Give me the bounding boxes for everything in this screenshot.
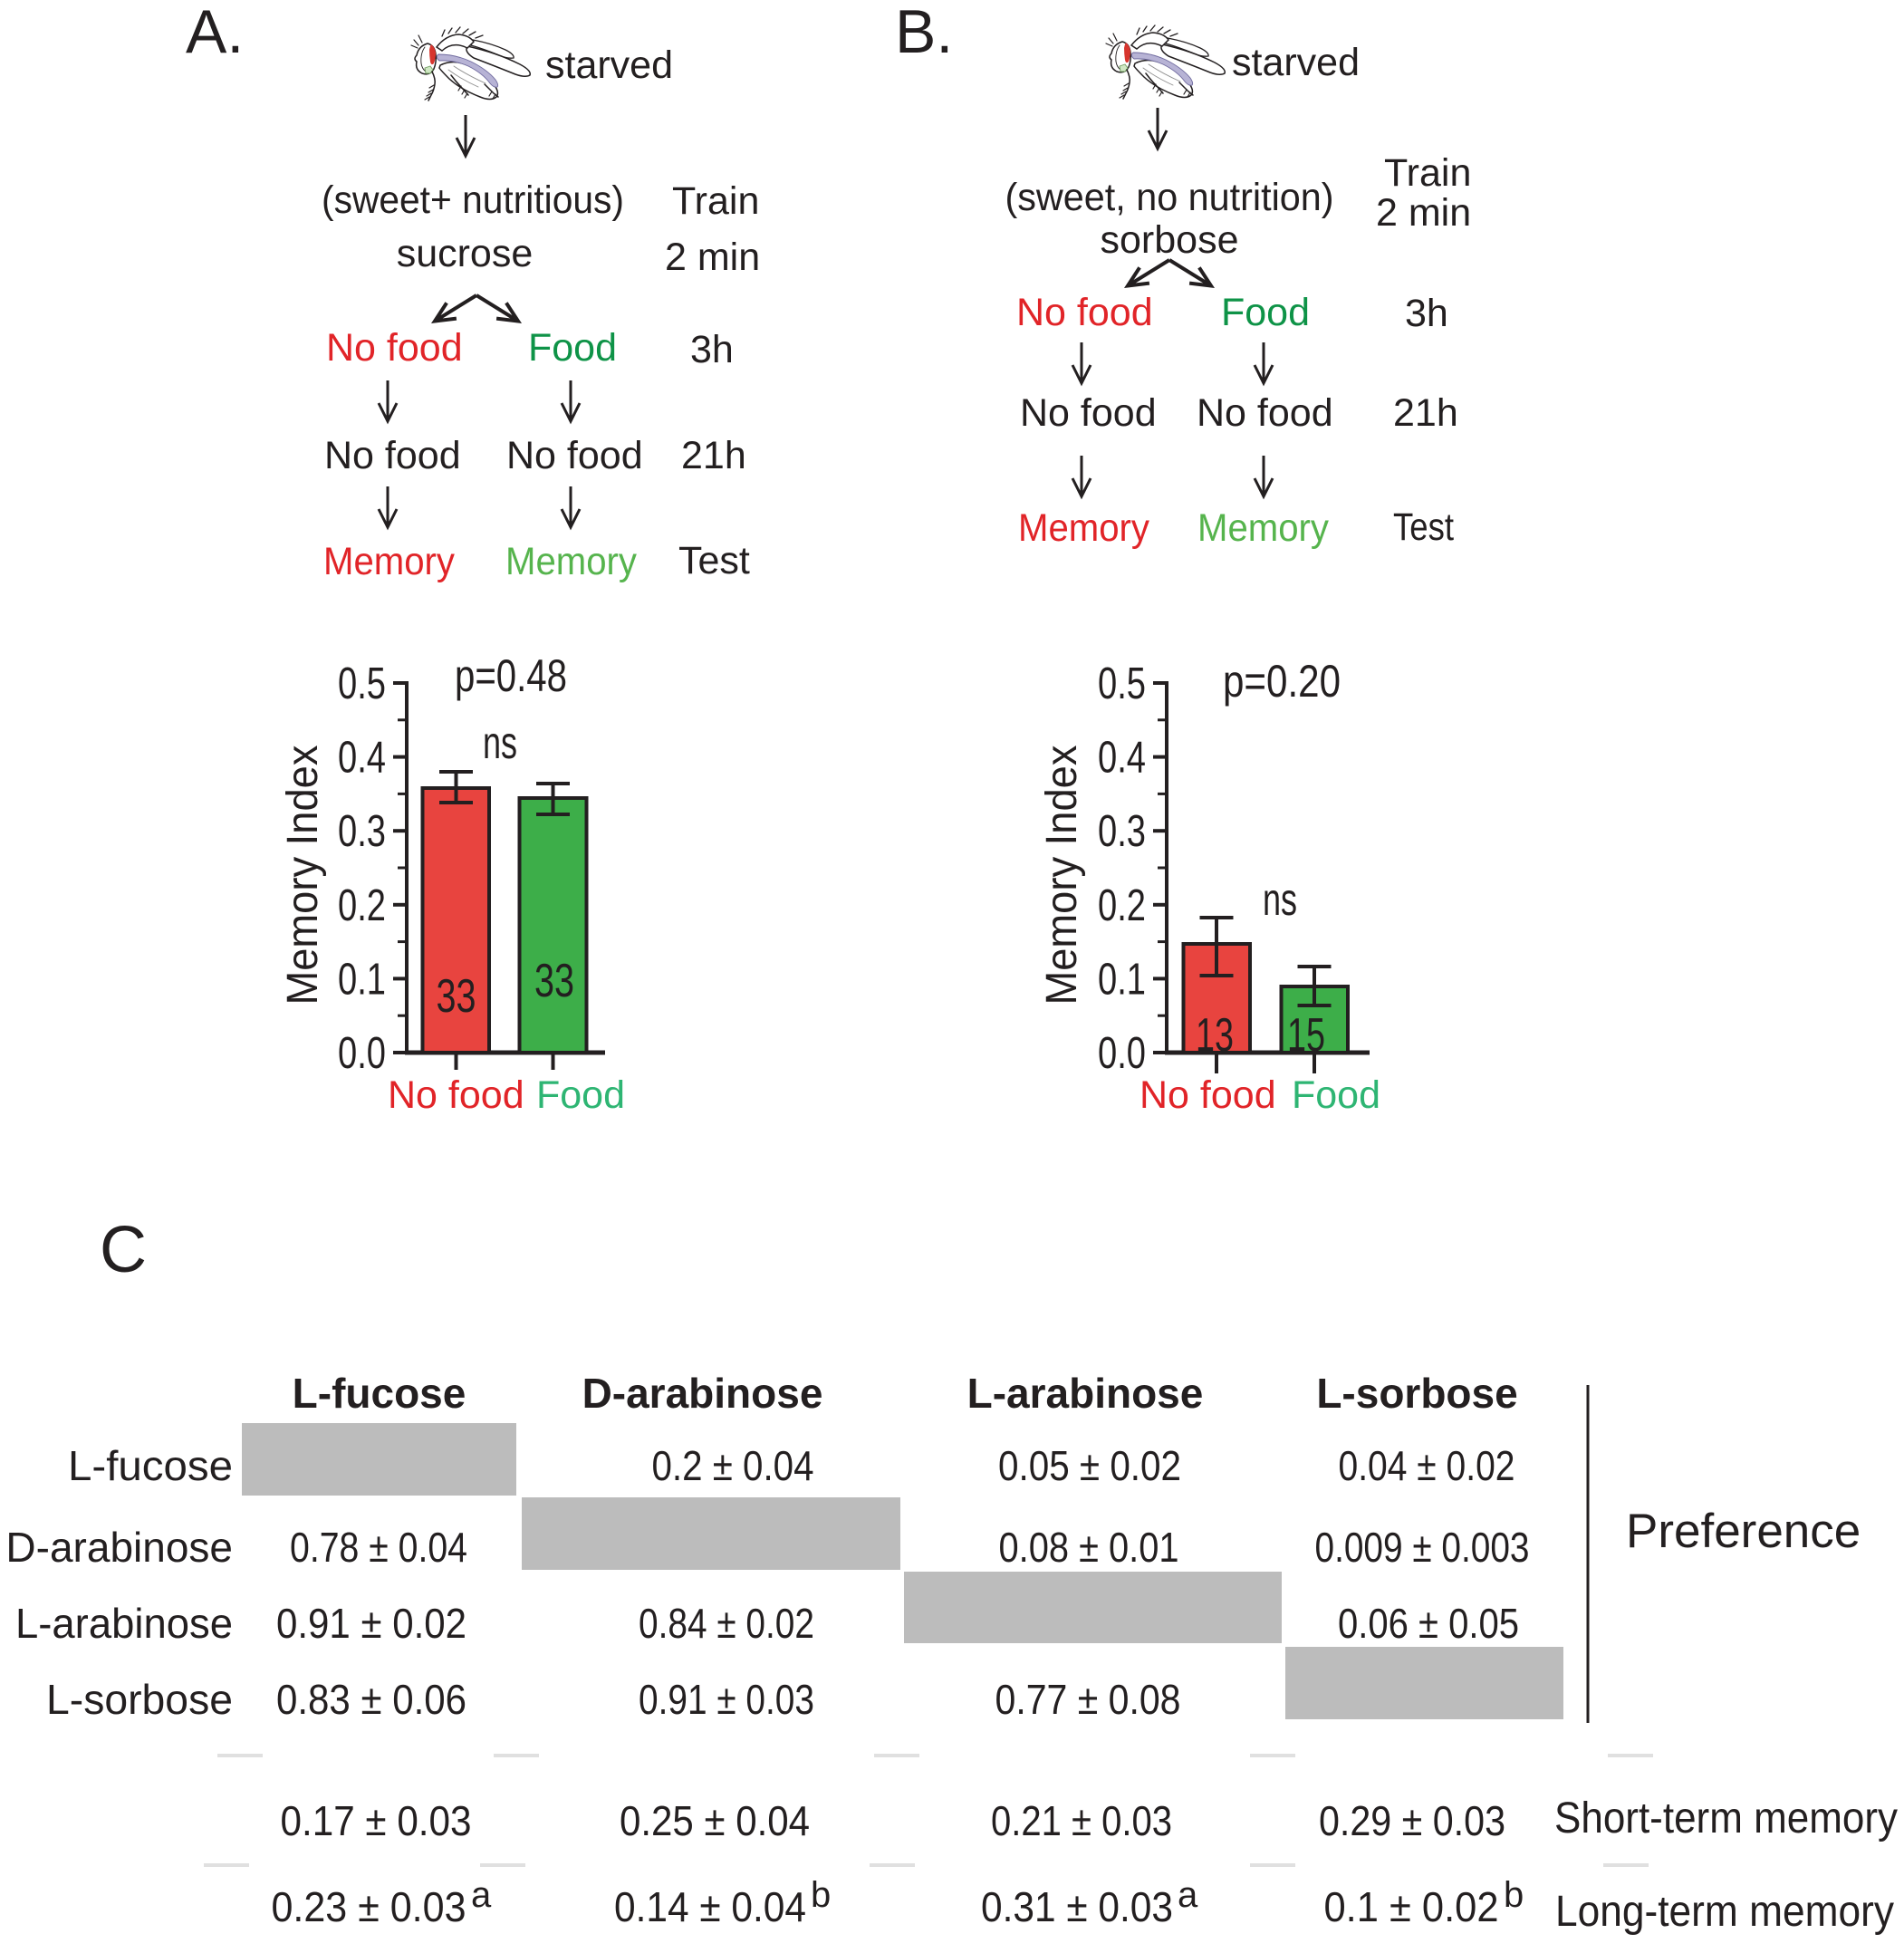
svg-text:ns: ns	[1263, 874, 1297, 925]
svg-text:Train: Train	[1384, 151, 1471, 195]
svg-text:Short-term memory: Short-term memory	[1554, 1794, 1898, 1842]
svg-text:0.0: 0.0	[1098, 1029, 1146, 1078]
svg-text:0.91 ± 0.02: 0.91 ± 0.02	[276, 1600, 466, 1647]
svg-text:No food: No food	[1197, 391, 1333, 435]
svg-text:33: 33	[437, 970, 476, 1023]
svg-text:a: a	[471, 1875, 492, 1915]
svg-text:0.009 ± 0.003: 0.009 ± 0.003	[1315, 1524, 1530, 1571]
svg-text:2 min: 2 min	[665, 236, 760, 279]
svg-text:No food: No food	[1016, 291, 1153, 334]
svg-text:Memory: Memory	[505, 540, 637, 583]
svg-text:L-fucose: L-fucose	[68, 1442, 233, 1489]
svg-text:A.: A.	[186, 0, 244, 66]
svg-text:No food: No food	[1020, 391, 1157, 435]
svg-text:L-fucose: L-fucose	[293, 1370, 466, 1417]
svg-text:Test: Test	[1393, 505, 1454, 549]
svg-text:Test: Test	[678, 539, 750, 582]
svg-text:No food: No food	[506, 434, 643, 477]
svg-text:Long-term memory: Long-term memory	[1555, 1888, 1894, 1936]
svg-text:21h: 21h	[1393, 391, 1458, 435]
svg-text:0.4: 0.4	[1098, 734, 1146, 783]
svg-text:0.29 ± 0.03: 0.29 ± 0.03	[1319, 1797, 1505, 1844]
svg-text:B.: B.	[895, 0, 953, 66]
svg-text:p=0.20: p=0.20	[1223, 656, 1341, 707]
svg-text:sucrose: sucrose	[397, 232, 534, 275]
svg-text:sorbose: sorbose	[1101, 218, 1239, 262]
svg-text:21h: 21h	[681, 434, 746, 477]
svg-text:0.78 ± 0.04: 0.78 ± 0.04	[290, 1524, 467, 1571]
svg-text:0.1: 0.1	[1098, 955, 1146, 1004]
svg-text:15: 15	[1287, 1009, 1325, 1062]
svg-text:Food: Food	[1221, 291, 1310, 334]
svg-text:Memory Index: Memory Index	[279, 746, 327, 1005]
svg-text:0.2 ± 0.04: 0.2 ± 0.04	[652, 1442, 814, 1489]
svg-text:a: a	[1178, 1875, 1198, 1915]
svg-text:D-arabinose: D-arabinose	[5, 1524, 233, 1571]
svg-text:L-sorbose: L-sorbose	[1316, 1370, 1517, 1417]
svg-text:0.77 ± 0.08: 0.77 ± 0.08	[995, 1676, 1181, 1723]
svg-text:0.08 ± 0.01: 0.08 ± 0.01	[999, 1524, 1179, 1571]
svg-text:0.3: 0.3	[1098, 807, 1146, 856]
svg-text:ns: ns	[483, 717, 517, 768]
svg-text:Memory Index: Memory Index	[1038, 746, 1086, 1005]
svg-text:Food: Food	[536, 1073, 625, 1117]
svg-text:0.83 ± 0.06: 0.83 ± 0.06	[276, 1676, 466, 1723]
svg-text:13: 13	[1196, 1009, 1234, 1062]
svg-text:Preference: Preference	[1626, 1505, 1861, 1558]
svg-text:0.17 ± 0.03: 0.17 ± 0.03	[281, 1797, 472, 1844]
svg-text:3h: 3h	[690, 328, 734, 371]
svg-text:0.5: 0.5	[338, 659, 386, 708]
svg-text:0.91 ± 0.03: 0.91 ± 0.03	[639, 1676, 814, 1723]
svg-text:0.14 ± 0.04: 0.14 ± 0.04	[614, 1883, 806, 1930]
svg-text:D-arabinose: D-arabinose	[582, 1370, 823, 1417]
svg-text:C: C	[100, 1214, 147, 1286]
svg-text:starved: starved	[545, 43, 673, 87]
svg-text:0.06 ± 0.05: 0.06 ± 0.05	[1338, 1600, 1519, 1647]
svg-text:0.5: 0.5	[1098, 659, 1146, 708]
svg-text:No food: No food	[388, 1073, 524, 1117]
svg-text:(sweet, no nutrition): (sweet, no nutrition)	[1005, 176, 1334, 219]
svg-text:33: 33	[534, 955, 574, 1007]
svg-text:Memory: Memory	[1018, 506, 1149, 550]
svg-text:b: b	[811, 1875, 831, 1915]
svg-text:No food: No food	[1140, 1073, 1276, 1117]
svg-text:0.21 ± 0.03: 0.21 ± 0.03	[991, 1797, 1172, 1844]
svg-text:0.04 ± 0.02: 0.04 ± 0.02	[1339, 1442, 1515, 1489]
svg-text:L-sorbose: L-sorbose	[46, 1676, 233, 1723]
svg-text:No food: No food	[326, 326, 463, 370]
svg-text:3h: 3h	[1405, 292, 1448, 335]
svg-text:Train: Train	[672, 179, 759, 223]
svg-text:0.31 ± 0.03: 0.31 ± 0.03	[981, 1883, 1173, 1930]
svg-text:starved: starved	[1232, 41, 1360, 84]
svg-text:0.05 ± 0.02: 0.05 ± 0.02	[998, 1442, 1181, 1489]
svg-text:0.25 ± 0.04: 0.25 ± 0.04	[620, 1797, 810, 1844]
svg-text:0.0: 0.0	[338, 1029, 386, 1078]
svg-text:0.3: 0.3	[338, 807, 386, 856]
svg-text:b: b	[1504, 1875, 1524, 1915]
svg-text:L-arabinose: L-arabinose	[967, 1370, 1204, 1417]
svg-text:0.2: 0.2	[338, 881, 386, 930]
svg-text:Memory: Memory	[1197, 506, 1329, 550]
svg-text:0.1 ± 0.02: 0.1 ± 0.02	[1324, 1883, 1499, 1930]
svg-text:0.23 ± 0.03: 0.23 ± 0.03	[272, 1883, 466, 1930]
svg-text:0.1: 0.1	[338, 955, 386, 1004]
svg-text:p=0.48: p=0.48	[455, 650, 567, 701]
svg-text:L-arabinose: L-arabinose	[15, 1600, 233, 1647]
svg-text:Memory: Memory	[323, 540, 455, 583]
svg-text:0.84 ± 0.02: 0.84 ± 0.02	[639, 1600, 814, 1647]
svg-text:0.4: 0.4	[338, 734, 386, 783]
svg-text:Food: Food	[1292, 1073, 1380, 1117]
svg-text:0.2: 0.2	[1098, 881, 1146, 930]
svg-text:No food: No food	[324, 434, 461, 477]
svg-text:(sweet+ nutritious): (sweet+ nutritious)	[322, 178, 624, 222]
svg-text:Food: Food	[528, 326, 617, 370]
svg-text:2 min: 2 min	[1376, 191, 1471, 235]
